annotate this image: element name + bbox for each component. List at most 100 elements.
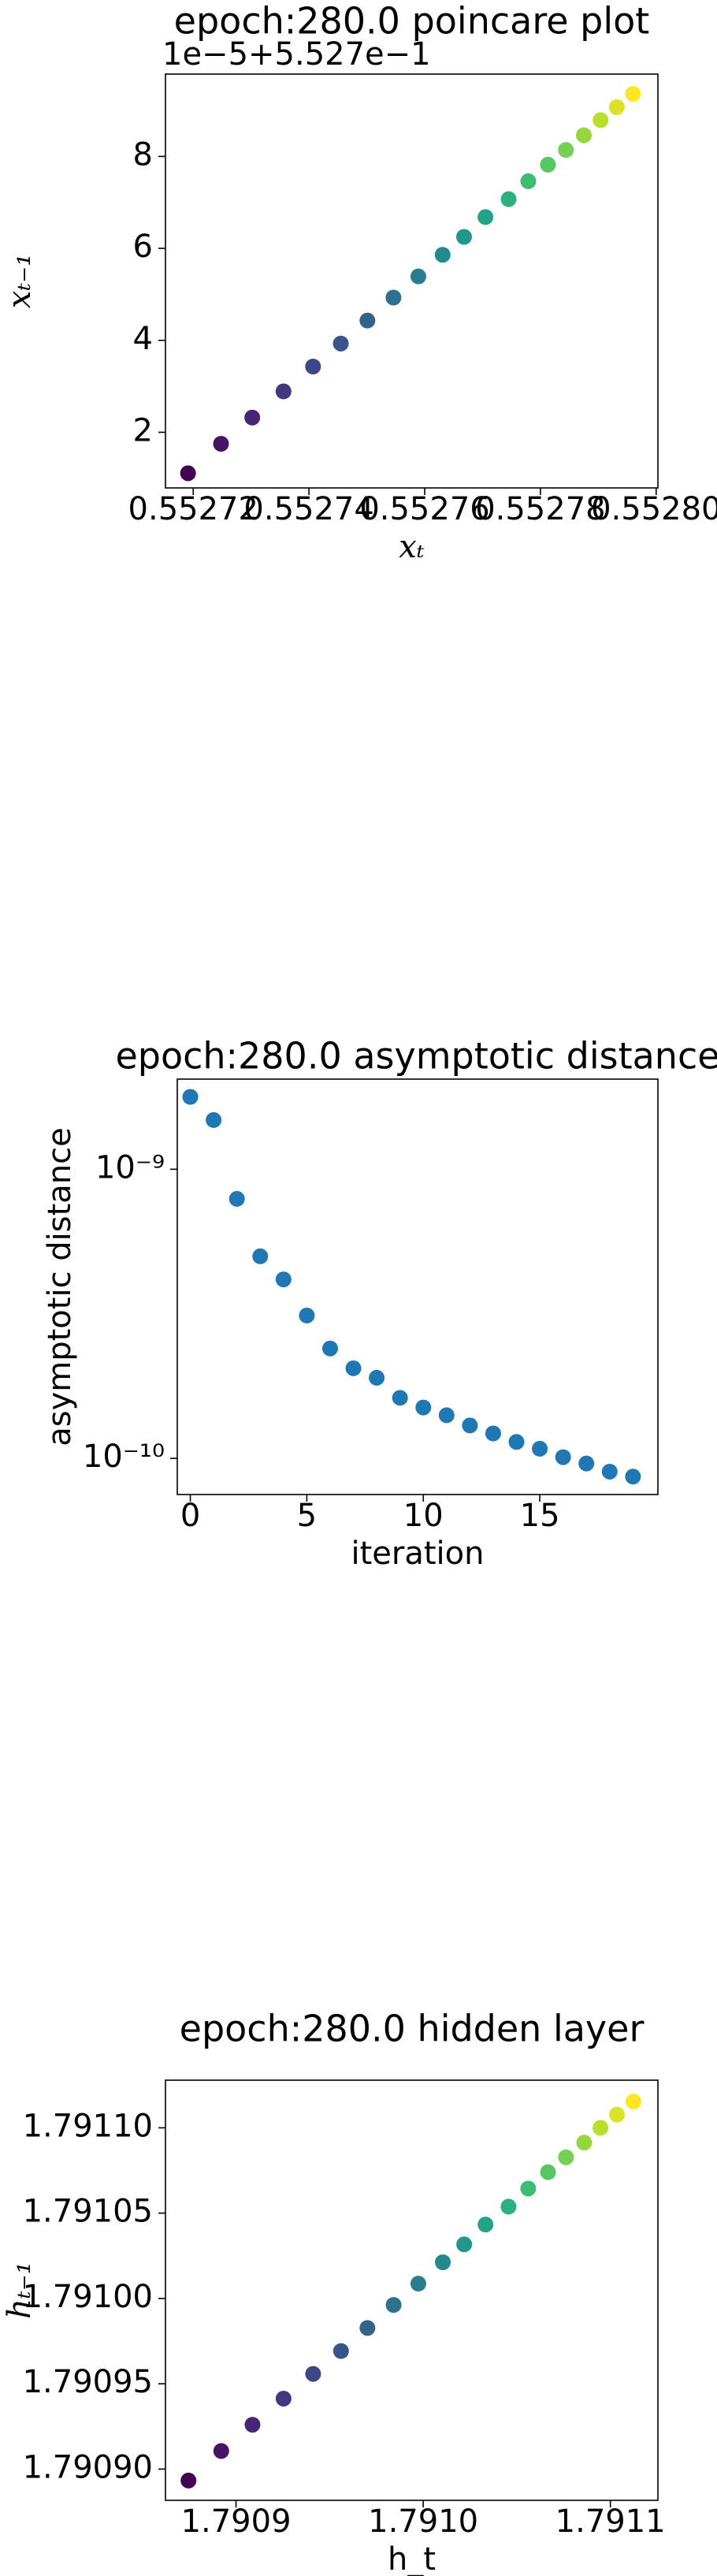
y-tick-label: 8 [133,136,153,173]
point [332,2343,349,2359]
point [485,1425,501,1442]
point [575,127,592,143]
point [625,86,641,102]
point [385,289,402,306]
point [244,409,261,426]
x-tick-label: 0.55276 [359,491,489,527]
x-tick-label: 0 [180,1498,200,1534]
point [578,1455,595,1472]
point [520,173,537,189]
point [228,1190,245,1207]
point [558,2149,574,2165]
x-tick-label: 0.55280 [591,491,717,527]
point [438,1407,455,1424]
point [593,112,609,128]
y-tick-label: 1.79105 [23,2194,153,2230]
plot-frame [165,2079,659,2501]
point [434,247,451,263]
plot-frame [176,1078,659,1495]
point [608,2106,625,2123]
point [625,2094,641,2110]
y-tick-label: 1.79095 [23,2364,153,2400]
point [500,191,517,207]
point [500,2198,517,2215]
point [576,2135,593,2151]
offset-text: 1e−5+5.527e−1 [162,36,431,73]
point [213,436,229,452]
point [299,1307,315,1323]
point [345,1360,362,1376]
point [410,2276,426,2292]
x-axis-label: h_t [388,2541,436,2576]
point [435,2254,451,2270]
point [321,1340,338,1357]
point [369,1369,385,1386]
point [555,1449,571,1465]
point [540,156,556,173]
y-tick-label: 4 [133,321,153,357]
x-tick-label: 0.55272 [128,491,258,527]
y-axis-label: xₜ₋₁ [2,254,38,309]
point [275,383,292,400]
point [180,2472,197,2489]
y-tick-label: 10⁻¹⁰ [83,1439,165,1475]
x-tick-label: 15 [520,1498,560,1534]
y-tick-label: 1.79110 [23,2108,153,2144]
point [532,1440,548,1457]
x-tick-label: 1.7911 [555,2503,666,2540]
x-tick-label: 10 [403,1498,444,1534]
point [244,2417,261,2433]
chart-title: epoch:280.0 hidden layer [180,2008,645,2050]
plot-frame [165,73,659,489]
point [275,2390,292,2407]
point [455,229,472,245]
point [520,2180,537,2197]
point [540,2164,556,2180]
point [593,2120,609,2136]
point [601,1463,618,1480]
x-axis-label: iteration [351,1536,485,1572]
point [305,359,321,374]
point [305,2366,321,2382]
y-tick-label: 1.79100 [23,2279,153,2315]
point [608,99,625,115]
point [385,2297,402,2314]
point [410,268,426,285]
x-tick-label: 0.55278 [475,491,605,527]
y-axis-label: asymptotic distance [42,1127,78,1446]
y-tick-label: 2 [133,412,153,449]
point [477,209,494,225]
x-tick-label: 0.55274 [243,491,373,527]
point [462,1417,478,1434]
point [182,1089,199,1105]
point [213,2443,229,2459]
point [206,1111,222,1128]
chart: epoch:280.0 hidden layer 1.7909 1.7910 1.79… [2,2008,666,2576]
x-axis-label: xₜ [399,529,425,565]
point [332,335,349,352]
chart-title: epoch:280.0 asymptotic distance [115,1035,717,1078]
point [275,1271,292,1288]
point [392,1390,408,1406]
y-tick-label: 1.79090 [23,2449,153,2485]
point [180,465,196,482]
point [558,142,574,158]
y-tick-label: 6 [133,229,153,265]
point [477,2217,494,2233]
point [625,1469,641,1485]
point [415,1399,432,1416]
x-tick-label: 1.7910 [368,2503,478,2540]
point [456,2236,473,2253]
chart-title: epoch:280.0 poincare plot [174,0,650,43]
y-axis-label: hₜ₋₁ [2,2261,38,2319]
point [252,1248,269,1264]
point [508,1434,525,1450]
chart: epoch:280.0 asymptotic distance 0 5 10 15 10⁻… [42,1035,717,1573]
point [359,2320,376,2336]
x-tick-label: 5 [297,1498,317,1534]
point [359,312,376,329]
y-tick-label: 10⁻⁹ [95,1149,165,1186]
x-tick-label: 1.7909 [181,2503,292,2540]
